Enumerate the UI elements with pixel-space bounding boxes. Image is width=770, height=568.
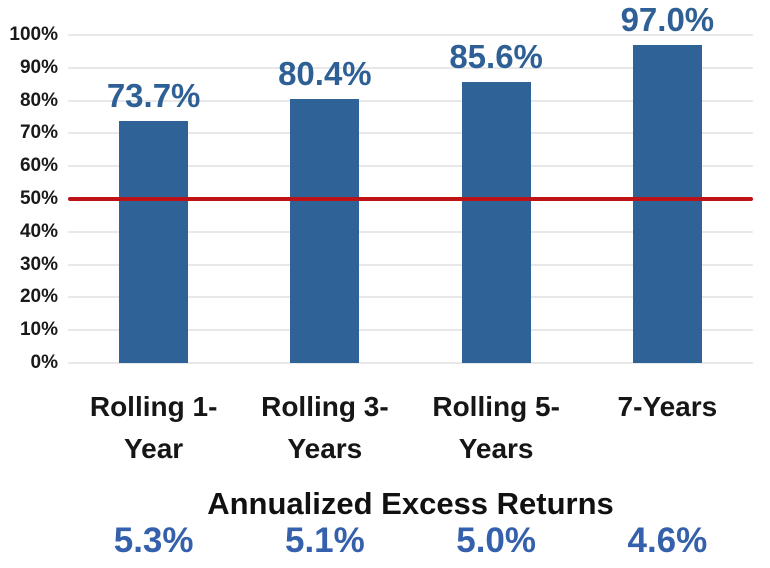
y-tick-label: 70%: [19, 122, 58, 144]
y-tick-label: 40%: [19, 220, 58, 242]
y-tick-label: 0%: [30, 352, 58, 373]
gridline-30%: [68, 263, 753, 266]
gridline-0%: [68, 362, 753, 364]
gridline-70%: [68, 132, 753, 135]
category-label: 7-Years: [617, 391, 718, 422]
gridline-60%: [68, 165, 753, 168]
gridline-90%: [68, 66, 753, 69]
gridline-40%: [68, 230, 753, 233]
excess-return-value: 5.0%: [456, 521, 537, 560]
bar-1: [119, 121, 189, 363]
category-label: Rolling 1- Year: [89, 391, 218, 464]
gridline-10%: [68, 329, 753, 332]
y-tick-label: 30%: [19, 253, 58, 275]
excess-return-value: 5.1%: [284, 521, 365, 560]
y-tick-label: 80%: [19, 89, 58, 111]
gridline-80%: [68, 99, 753, 102]
excess-return-value: 4.6%: [627, 521, 708, 560]
excess-return-value: 5.3%: [113, 521, 194, 560]
bar-3: [461, 82, 531, 363]
category-label: Rolling 3- Years: [261, 391, 389, 464]
bar-value-label: 97.0%: [620, 0, 715, 38]
y-tick-label: 100%: [9, 24, 58, 45]
bar-value-label: 80.4%: [278, 55, 372, 93]
reference-line-50pct: [68, 197, 753, 201]
y-tick-label: 50%: [19, 188, 58, 209]
footer-title: Annualized Excess Returns: [207, 486, 614, 521]
bar-value-label: 85.6%: [449, 38, 543, 76]
y-tick-label: 20%: [19, 286, 58, 308]
y-tick-label: 90%: [19, 56, 58, 78]
category-label: Rolling 5- Years: [432, 391, 560, 464]
gridline-20%: [68, 296, 753, 299]
bar-value-label: 73.7%: [106, 77, 201, 115]
bar-4: [632, 44, 702, 363]
y-tick-label: 10%: [19, 319, 58, 341]
y-tick-label: 60%: [19, 155, 58, 177]
bar-2: [290, 99, 360, 363]
gridline-100%: [68, 34, 753, 36]
